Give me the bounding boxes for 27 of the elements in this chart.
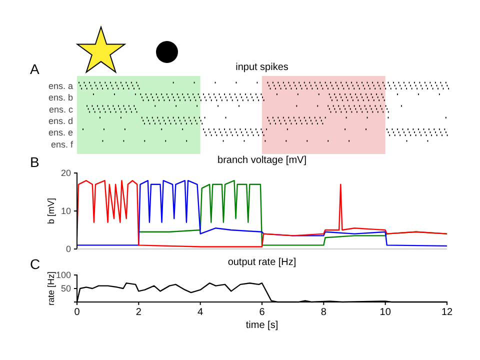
x-tick-label: 6 [259, 307, 266, 318]
x-tick-label: 10 [380, 307, 392, 318]
x-tick-label: 2 [136, 307, 142, 318]
y-axis-title: b [mV] [46, 198, 56, 224]
text: ens. c [48, 104, 74, 114]
y-axis-title: rate [Hz] [46, 271, 56, 306]
y-tick-label: 100 [56, 270, 71, 280]
x-tick-label: 0 [74, 307, 80, 318]
y-tick-label: 0 [66, 244, 71, 254]
text: ens. b [48, 92, 73, 103]
y-tick-label: 10 [60, 206, 71, 216]
x-tick-label: 8 [320, 307, 327, 318]
chart-title: output rate [Hz] [228, 257, 296, 268]
chart-title: branch voltage [mV] [218, 155, 307, 166]
text: A [30, 61, 40, 77]
text: C [30, 256, 40, 272]
text: ens. f [50, 139, 74, 150]
text: input spikes [236, 62, 288, 73]
y-tick-label: 20 [60, 168, 71, 178]
y-tick-label: 50 [60, 283, 71, 294]
text: ens. a [48, 80, 73, 91]
x-tick-label: 4 [198, 307, 204, 318]
text: ens. e [48, 128, 73, 138]
text: B [30, 154, 40, 170]
x-axis-title: time [s] [246, 320, 278, 331]
x-tick-label: 12 [441, 307, 453, 318]
text: ens. d [48, 116, 73, 126]
